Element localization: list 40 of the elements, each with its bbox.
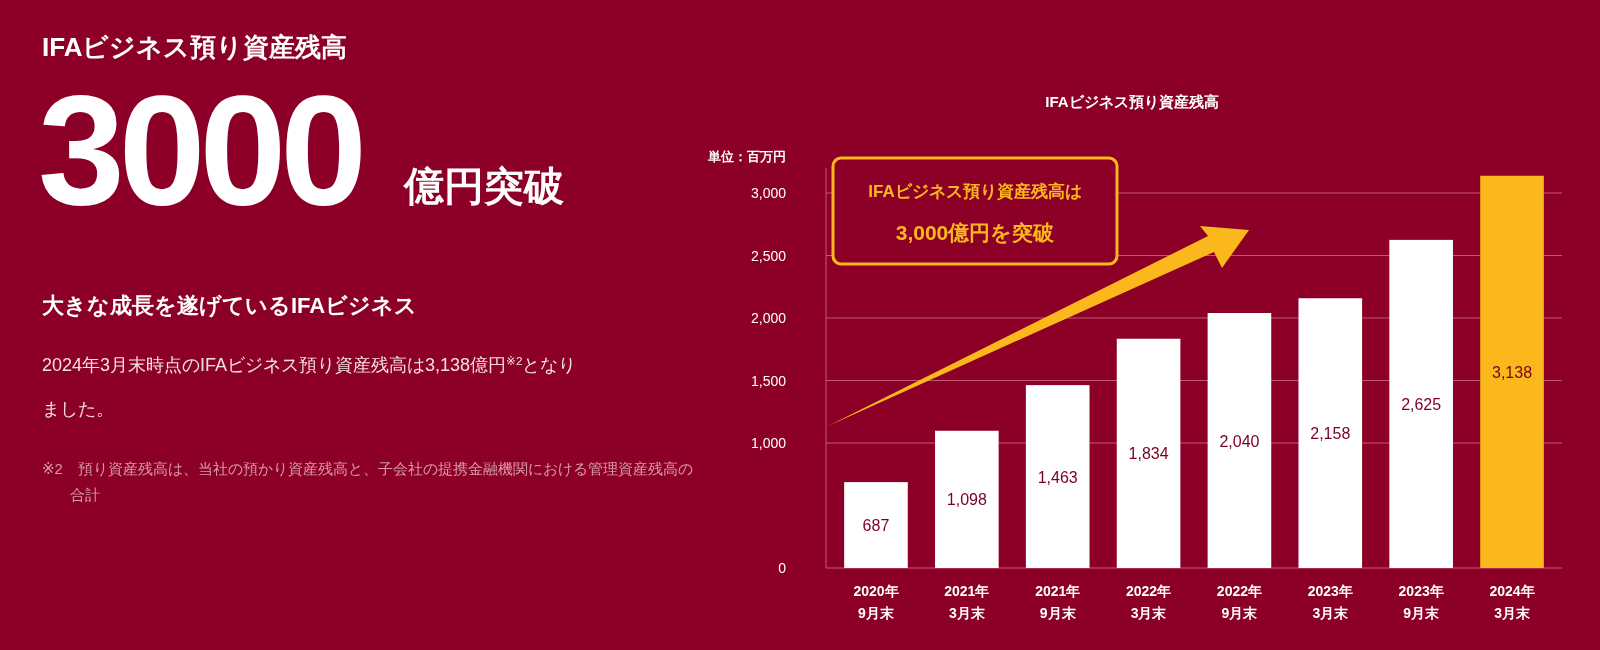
bar xyxy=(1116,338,1181,568)
annotation: 3,000億円を突破 xyxy=(895,221,1056,244)
text: 3000 xyxy=(38,63,362,237)
data-label: 1,098 xyxy=(946,491,987,509)
bar xyxy=(1480,175,1544,568)
y-tick-label: 1,000 xyxy=(750,435,787,451)
bar xyxy=(844,482,908,568)
text: 2024年3月末時点のIFAビジネス預り資産残高は3,138億円$^{※2}$となりました。 xyxy=(42,353,577,419)
bar xyxy=(1207,313,1272,568)
bar xyxy=(1298,298,1363,568)
y-axis-title: 単位：百万円 xyxy=(707,149,786,164)
x-tick-label: 2023年 3月末 xyxy=(1307,583,1353,621)
y-tick-label: 0 xyxy=(778,560,787,576)
text: 億円突破 xyxy=(402,164,564,208)
data-label: 2,040 xyxy=(1219,432,1260,450)
x-tick-label: 2021年 9月末 xyxy=(1035,583,1081,621)
x-tick-label: 2022年 3月末 xyxy=(1125,583,1172,621)
data-label: 1,834 xyxy=(1128,445,1169,463)
x-tick-label: 2020年 9月末 xyxy=(853,583,899,621)
y-tick-label: 1,500 xyxy=(750,372,787,389)
x-tick-label: 2024年 3月末 xyxy=(1489,583,1535,621)
data-label: 2,625 xyxy=(1401,395,1442,413)
text: IFAビジネス預り資産残高 xyxy=(42,32,348,62)
y-tick-label: 2,000 xyxy=(750,310,787,326)
annotation: IFAビジネス預り資産残高は xyxy=(868,182,1082,201)
x-tick-label: 2021年 3月末 xyxy=(944,583,990,621)
x-tick-label: 2023年 9月末 xyxy=(1398,583,1444,621)
text: 大きな成長を遂げているIFAビジネス xyxy=(42,293,418,318)
x-tick-label: 2022年 9月末 xyxy=(1216,583,1263,621)
chart-title: IFAビジネス預り資産残高 xyxy=(1045,93,1219,111)
data-label: 2,158 xyxy=(1310,425,1351,443)
data-label: 687 xyxy=(862,517,890,535)
data-label: 1,463 xyxy=(1037,468,1078,486)
bar xyxy=(935,430,999,568)
data-label: 3,138 xyxy=(1492,363,1533,381)
bar xyxy=(1025,385,1090,568)
text: ※2 預り資産残高は、当社の預かり資産残高と、子会社の提携金融機関における管理資産残高の合計 xyxy=(42,460,693,503)
y-tick-label: 3,000 xyxy=(750,185,787,201)
y-tick-label: 2,500 xyxy=(750,247,787,264)
bar xyxy=(1389,239,1453,568)
